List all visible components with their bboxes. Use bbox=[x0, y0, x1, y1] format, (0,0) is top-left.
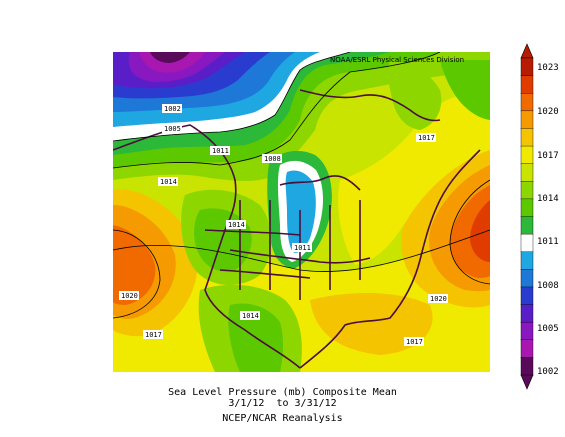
label-1011-plains: 1011 bbox=[294, 244, 311, 252]
colorbar-segment bbox=[520, 304, 534, 323]
colorbar-segment bbox=[520, 357, 534, 376]
label-box bbox=[226, 220, 246, 229]
colorbar-segment bbox=[520, 216, 534, 235]
contour-lines bbox=[113, 52, 490, 319]
cbar-tick-1002: 1002 bbox=[537, 367, 559, 377]
colorbar-segment bbox=[520, 93, 534, 112]
label-box bbox=[162, 124, 182, 133]
colorbar-segment bbox=[520, 75, 534, 94]
colorbar-segment bbox=[520, 251, 534, 271]
cbar-tick-1011: 1011 bbox=[537, 237, 559, 247]
cbar-tick-1020: 1020 bbox=[537, 107, 559, 117]
coastlines bbox=[113, 89, 481, 369]
caption-dates: 3/1/12 to 3/31/12 bbox=[228, 398, 337, 409]
label-1014-rockies: 1014 bbox=[228, 221, 245, 229]
colorbar-segment bbox=[520, 57, 534, 77]
label-box bbox=[162, 104, 182, 113]
label-1020-pacific: 1020 bbox=[121, 292, 138, 300]
map-field bbox=[113, 52, 490, 372]
cbar-tick-1023: 1023 bbox=[537, 63, 559, 73]
colorbar-segment bbox=[520, 198, 534, 218]
label-1014-w: 1014 bbox=[160, 178, 177, 186]
cbar-tick-1005: 1005 bbox=[537, 324, 559, 334]
colorbar bbox=[520, 43, 534, 390]
colorbar-ticks: 1023 1020 1017 1014 1011 1008 1005 1002 bbox=[537, 63, 559, 377]
colorbar-segment bbox=[520, 110, 534, 130]
cbar-tick-1017: 1017 bbox=[537, 151, 559, 161]
label-box bbox=[240, 311, 260, 320]
label-box bbox=[143, 330, 163, 339]
caption-source: NCEP/NCAR Reanalysis bbox=[222, 413, 343, 424]
colorbar-segment bbox=[520, 145, 534, 165]
label-1011-nw: 1011 bbox=[212, 147, 229, 155]
credit-text: NOAA/ESRL Physical Sciences Division bbox=[330, 56, 464, 64]
label-box bbox=[292, 243, 312, 252]
label-box bbox=[158, 177, 178, 186]
colorbar-top-arrow bbox=[520, 43, 534, 59]
colorbar-segment bbox=[520, 128, 534, 147]
caption-title: Sea Level Pressure (mb) Composite Mean bbox=[168, 387, 397, 398]
colorbar-segment bbox=[520, 269, 534, 288]
label-1017-labrador: 1017 bbox=[418, 134, 435, 142]
contour-label-group: 1002 1005 1011 1008 1014 1014 1011 1020 … bbox=[119, 104, 448, 346]
colorbar-segment bbox=[520, 163, 534, 182]
cbar-tick-1008: 1008 bbox=[537, 281, 559, 291]
label-1008: 1008 bbox=[264, 155, 281, 163]
label-box bbox=[404, 337, 424, 346]
label-1002: 1002 bbox=[164, 105, 181, 113]
label-1005-nw: 1005 bbox=[164, 125, 181, 133]
colorbar-segment bbox=[520, 339, 534, 359]
cbar-tick-1014: 1014 bbox=[537, 194, 559, 204]
label-1017-sw: 1017 bbox=[145, 331, 162, 339]
label-1014-mexico: 1014 bbox=[242, 312, 259, 320]
colorbar-segment bbox=[520, 321, 534, 341]
label-box bbox=[416, 133, 436, 142]
label-1017-caribbean: 1017 bbox=[406, 338, 423, 346]
label-box bbox=[210, 146, 230, 155]
colorbar-segment bbox=[520, 286, 534, 306]
label-1020-atlantic: 1020 bbox=[430, 295, 447, 303]
colorbar-segment bbox=[520, 233, 534, 253]
label-box bbox=[262, 154, 282, 163]
colorbar-bottom-arrow bbox=[520, 374, 534, 390]
colorbar-segment bbox=[520, 181, 534, 200]
label-box bbox=[428, 294, 448, 303]
label-box bbox=[119, 291, 139, 300]
